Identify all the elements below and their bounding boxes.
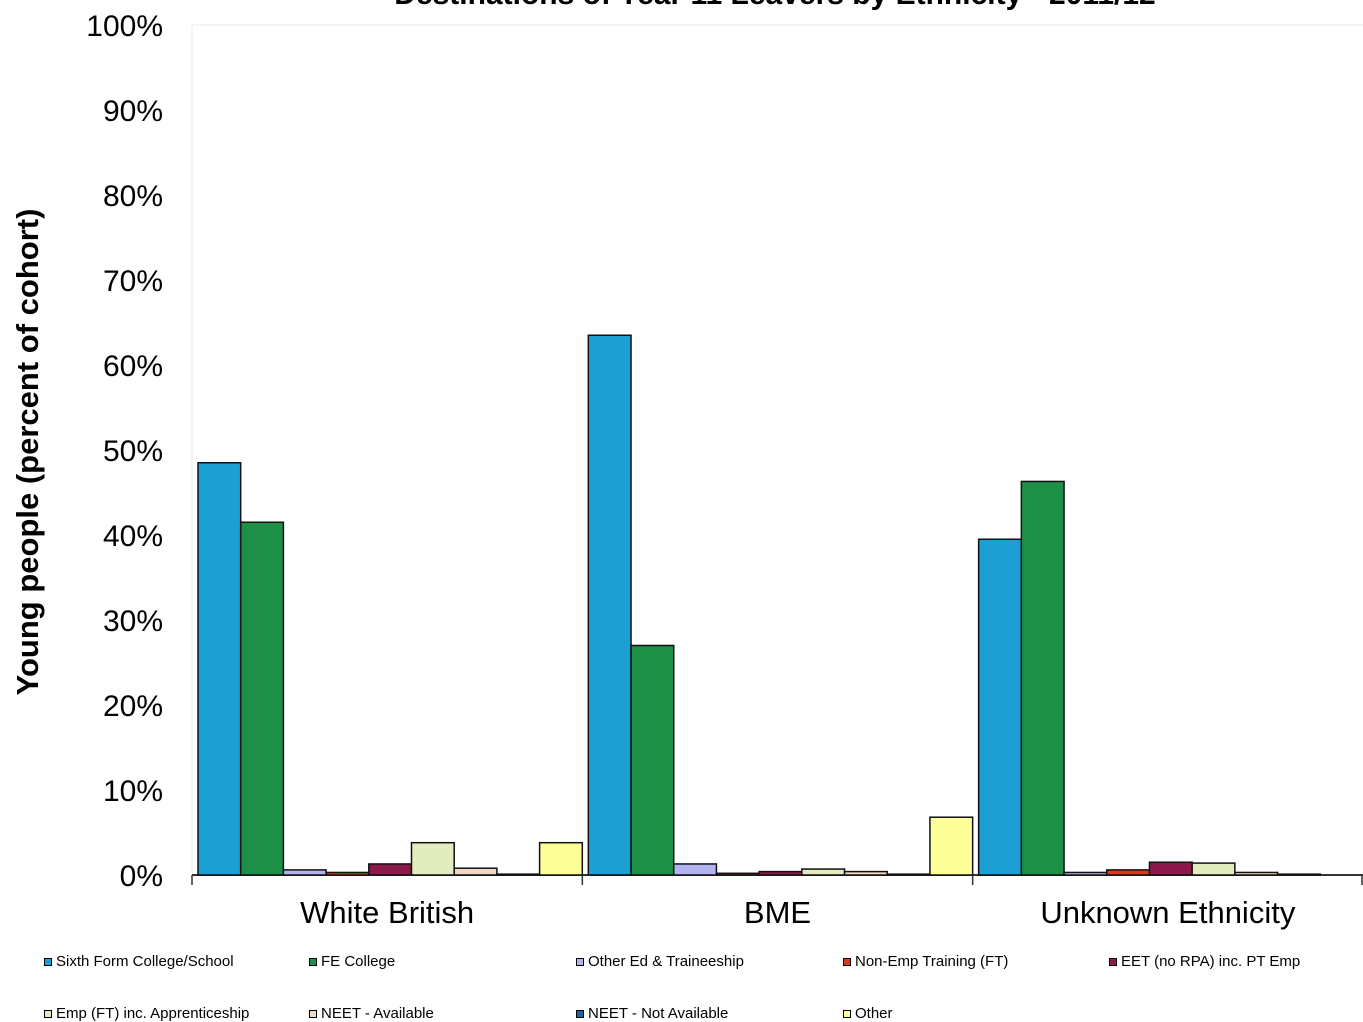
bar: [1063, 871, 1108, 876]
bar: [587, 334, 632, 876]
y-tick-label: 70%: [103, 265, 163, 298]
y-tick-label: 90%: [103, 95, 163, 128]
y-tick-label: 10%: [103, 775, 163, 808]
bar: [886, 873, 931, 876]
bar: [977, 538, 1023, 876]
y-tick-label: 100%: [86, 10, 163, 43]
bar: [1106, 869, 1151, 876]
x-category-label: Unknown Ethnicity: [1040, 895, 1296, 930]
bar: [538, 841, 584, 876]
bar: [368, 863, 413, 876]
bar: [325, 871, 370, 876]
x-category-label: White British: [300, 895, 474, 930]
y-tick-label: 60%: [103, 350, 163, 383]
bar: [801, 868, 846, 876]
bar: [1148, 861, 1193, 876]
bar: [453, 867, 498, 876]
chart-title: Destinations of Year 11 Leavers by Ethni…: [200, 0, 1350, 12]
bar: [1020, 480, 1065, 876]
bar: [758, 870, 803, 876]
y-tick-label: 80%: [103, 180, 163, 213]
bar: [1191, 862, 1236, 876]
bar: [929, 816, 974, 876]
bar: [197, 462, 242, 876]
bar: [715, 872, 760, 876]
y-tick-label: 40%: [103, 520, 163, 553]
y-axis-title: Young people (percent of cohort): [10, 209, 45, 696]
x-category-label: BME: [744, 895, 811, 930]
bar: [630, 644, 675, 876]
bar: [1276, 873, 1322, 876]
y-tick-label: 20%: [103, 690, 163, 723]
bar: [282, 869, 327, 876]
bar: [672, 863, 718, 876]
bar: [239, 521, 285, 876]
bar: [410, 841, 455, 876]
bar: [843, 870, 888, 876]
y-tick-label: 0%: [120, 860, 163, 893]
bar: [496, 873, 541, 876]
y-tick-label: 30%: [103, 605, 163, 638]
y-tick-label: 50%: [103, 435, 163, 468]
bar: [1234, 871, 1279, 876]
